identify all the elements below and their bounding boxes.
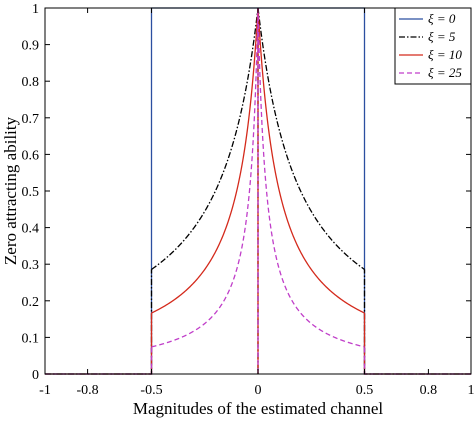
legend-box: [394, 7, 472, 85]
series-path-left: [151, 7, 259, 270]
x-tick-label: -0.5: [140, 383, 162, 398]
y-tick-label: 0.1: [22, 331, 40, 346]
series-path-left: [151, 7, 259, 348]
y-tick-label: 0.8: [22, 75, 40, 90]
axis-ticks: -1 -0.8 -0.5 0 0.5 0.8 1 0 0.1 0.2 0.3 0.4 0.5 0.6 0.7…: [22, 2, 474, 398]
series-path-right-edge: [363, 269, 471, 375]
x-tick-label: -1: [39, 383, 51, 398]
x-axis-label: Magnitudes of the estimated channel: [133, 399, 383, 418]
x-tick-label: 1: [468, 383, 474, 398]
series-path-left-edge: [45, 346, 153, 375]
legend-label: ξ = 5: [428, 29, 456, 44]
legend-label: ξ = 10: [428, 47, 462, 62]
legend-label: ξ = 0: [428, 11, 456, 26]
x-tick-label: 0.8: [420, 383, 438, 398]
y-tick-label: 0: [32, 368, 39, 383]
y-axis-label: Zero attracting ability: [1, 116, 20, 265]
series-path-left-edge: [45, 269, 153, 375]
y-tick-label: 0.6: [22, 148, 40, 163]
y-tick-label: 0.3: [22, 258, 40, 273]
y-tick-label: 0.9: [22, 39, 40, 54]
series-path-left: [151, 7, 259, 314]
series-path-right: [257, 7, 365, 314]
legend: ξ = 0 ξ = 5 ξ = 10 ξ = 25: [394, 7, 472, 85]
y-tick-label: 1: [32, 2, 39, 17]
series-path-right-edge: [363, 346, 471, 375]
x-tick-label: 0.5: [356, 383, 374, 398]
y-tick-label: 0.7: [22, 112, 40, 127]
x-tick-label: 0: [255, 383, 262, 398]
legend-label: ξ = 25: [428, 65, 462, 80]
series-path-right: [257, 7, 365, 348]
y-tick-label: 0.4: [22, 222, 40, 237]
x-tick-label: -0.8: [77, 383, 99, 398]
series-path-right-edge: [363, 313, 471, 375]
series-path-left-edge: [45, 313, 153, 375]
y-tick-label: 0.2: [22, 295, 40, 310]
y-tick-label: 0.5: [22, 185, 40, 200]
series-path-right: [257, 7, 365, 270]
